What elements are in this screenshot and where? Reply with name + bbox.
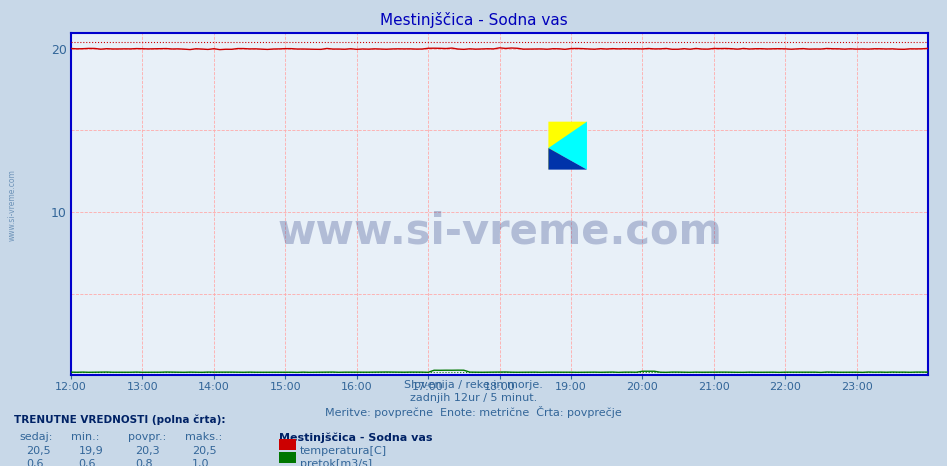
Text: 19,9: 19,9	[79, 446, 103, 456]
Text: www.si-vreme.com: www.si-vreme.com	[8, 169, 17, 241]
Text: www.si-vreme.com: www.si-vreme.com	[277, 210, 722, 252]
Text: 1,0: 1,0	[192, 459, 209, 466]
Polygon shape	[548, 122, 587, 170]
Text: temperatura[C]: temperatura[C]	[300, 446, 387, 456]
Text: povpr.:: povpr.:	[128, 432, 166, 442]
Text: min.:: min.:	[71, 432, 99, 442]
Text: sedaj:: sedaj:	[19, 432, 52, 442]
Text: TRENUTNE VREDNOSTI (polna črta):: TRENUTNE VREDNOSTI (polna črta):	[14, 415, 225, 425]
Text: Mestinjščica - Sodna vas: Mestinjščica - Sodna vas	[380, 12, 567, 27]
Text: 20,5: 20,5	[192, 446, 217, 456]
Text: pretok[m3/s]: pretok[m3/s]	[300, 459, 372, 466]
Text: 0,8: 0,8	[135, 459, 153, 466]
Text: maks.:: maks.:	[185, 432, 222, 442]
Text: 0,6: 0,6	[27, 459, 44, 466]
Text: 20,5: 20,5	[27, 446, 51, 456]
Text: zadnjih 12ur / 5 minut.: zadnjih 12ur / 5 minut.	[410, 393, 537, 403]
Text: Slovenija / reke in morje.: Slovenija / reke in morje.	[404, 380, 543, 390]
Polygon shape	[548, 148, 587, 170]
Text: 20,3: 20,3	[135, 446, 160, 456]
Text: 0,6: 0,6	[79, 459, 96, 466]
Polygon shape	[548, 122, 587, 170]
Text: Meritve: povprečne  Enote: metrične  Črta: povprečje: Meritve: povprečne Enote: metrične Črta:…	[325, 406, 622, 418]
Text: Mestinjščica - Sodna vas: Mestinjščica - Sodna vas	[279, 432, 433, 443]
